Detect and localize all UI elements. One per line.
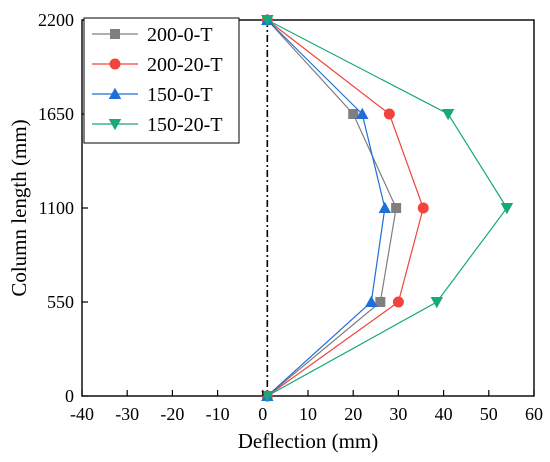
- data-point-triangle-up: [355, 107, 369, 119]
- data-point-triangle-up: [365, 295, 378, 307]
- legend: 200-0-T 200-20-T 150-0-T 150-20-T: [83, 17, 240, 144]
- y-tick-label: 1100: [39, 198, 74, 218]
- series-200-0-T: [262, 15, 402, 401]
- data-point-triangle-down: [441, 109, 455, 121]
- legend-label: 200-20-T: [147, 54, 223, 76]
- legend-item: 150-0-T: [92, 84, 213, 106]
- y-tick-label: 550: [47, 292, 74, 312]
- y-tick-label: 1650: [38, 104, 74, 124]
- data-point-triangle-up: [108, 87, 122, 99]
- axis-layer: -40 -30 -20 -10 0 10 20 30 40 50 60 0 550 1100 1650 220…: [38, 10, 543, 424]
- data-point-triangle-down: [261, 391, 274, 403]
- x-tick-label: 60: [525, 404, 543, 424]
- data-point-square: [375, 297, 386, 307]
- data-point-triangle-down: [500, 203, 514, 215]
- series-line: [266, 19, 386, 397]
- legend-label: 150-0-T: [147, 84, 213, 106]
- legend-item: 150-20-T: [92, 114, 223, 136]
- series-150-0-T: [261, 13, 392, 401]
- x-tick-label: -10: [206, 404, 230, 424]
- y-tick-label: 2200: [38, 10, 74, 30]
- data-point-triangle-up: [378, 201, 392, 213]
- y-tick-label: 0: [65, 386, 74, 406]
- data-point-square: [391, 203, 402, 213]
- x-tick-label: 50: [480, 404, 498, 424]
- x-tick-label: -30: [115, 404, 139, 424]
- series-150-20-T: [261, 15, 514, 403]
- legend-item: 200-20-T: [92, 54, 223, 76]
- legend-label: 200-0-T: [147, 24, 213, 46]
- x-axis-title: Deflection (mm): [238, 429, 379, 453]
- data-point-square: [348, 109, 359, 119]
- data-point-triangle-down: [430, 297, 444, 309]
- legend-label: 150-20-T: [147, 114, 223, 136]
- legend-box: [83, 17, 240, 144]
- data-point-triangle-down: [108, 119, 122, 131]
- x-tick-label: 0: [258, 404, 267, 424]
- x-tick-label: 40: [435, 404, 453, 424]
- series-200-20-T: [261, 14, 429, 402]
- data-point-circle: [417, 202, 429, 214]
- x-tick-label: -20: [160, 404, 184, 424]
- x-tick-label: 10: [299, 404, 317, 424]
- data-point-circle: [392, 296, 404, 308]
- x-tick-label: -40: [70, 404, 94, 424]
- data-point-circle: [109, 58, 121, 70]
- data-point-square: [110, 29, 120, 39]
- data-point-triangle-down: [261, 15, 274, 27]
- y-axis-title: Column length (mm): [7, 119, 31, 296]
- data-point-circle: [383, 108, 395, 120]
- series-layer: [261, 13, 514, 403]
- x-tick-label: 30: [389, 404, 407, 424]
- legend-item: 200-0-T: [92, 24, 213, 46]
- x-tick-label: 20: [344, 404, 362, 424]
